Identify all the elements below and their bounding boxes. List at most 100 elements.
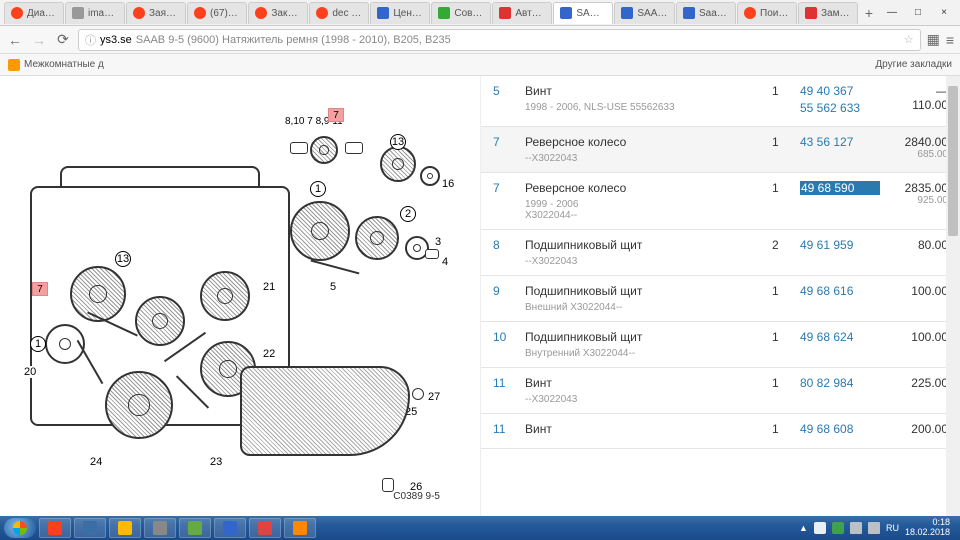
part-position[interactable]: 11 [493, 376, 517, 405]
network-icon[interactable] [850, 522, 862, 534]
url-input[interactable]: ⓘ ys3.se SAAB 9-5 (9600) Натяжитель ремн… [78, 29, 921, 51]
bolt [412, 388, 424, 400]
window-controls: — □ × [880, 4, 956, 22]
bookmark-item[interactable]: Межкомнатные д [8, 59, 104, 71]
taskbar-app-button[interactable] [39, 518, 71, 538]
extensions-icon[interactable]: ▦ [927, 31, 940, 48]
browser-tab[interactable]: Диалоги [4, 2, 64, 24]
tray-icon[interactable] [832, 522, 844, 534]
part-position[interactable]: 8 [493, 238, 517, 267]
parts-table[interactable]: 5Винт1998 - 2006, NLS-USE 55562633149 40… [480, 76, 960, 516]
callout-23: 23 [210, 456, 222, 468]
forward-button[interactable]: → [30, 31, 48, 49]
part-subtitle: Внутренний X3022044-- [525, 348, 764, 359]
tab-favicon [255, 7, 267, 19]
browser-tab[interactable]: SAAB 435612 [614, 2, 675, 24]
part-position[interactable]: 7 [493, 181, 517, 221]
part-name: Винт [525, 376, 764, 390]
browser-tab[interactable]: Saab 49 68 5 [676, 2, 736, 24]
browser-tab[interactable]: SAAB 9-5 ( [553, 2, 613, 24]
app-icon [118, 521, 132, 535]
volume-icon[interactable] [868, 522, 880, 534]
callout-21: 21 [263, 281, 275, 293]
part-row: 10 Подшипниковый щитВнутренний X3022044--… [481, 322, 960, 368]
bookmark-star-icon[interactable]: ☆ [904, 33, 914, 46]
taskbar-app-button[interactable] [214, 518, 246, 538]
diagram-marker[interactable]: 7 [328, 108, 344, 122]
callout-4: 4 [442, 256, 448, 268]
tab-favicon [11, 7, 23, 19]
part-price: 80.00 [888, 238, 948, 267]
tray-icon[interactable] [814, 522, 826, 534]
language-indicator[interactable]: RU [886, 523, 899, 533]
part-refs: 80 82 984 [800, 376, 880, 405]
browser-tab[interactable]: dec vlsu — Я [309, 2, 369, 24]
taskbar-app-button[interactable] [74, 518, 106, 538]
taskbar-app-button[interactable] [249, 518, 281, 538]
close-button[interactable]: × [932, 4, 956, 22]
app-icon [293, 521, 307, 535]
part-position[interactable]: 11 [493, 422, 517, 440]
part-subtitle: --X3022043 [525, 256, 764, 267]
browser-tab[interactable]: Заказ №648 [248, 2, 308, 24]
browser-tab[interactable]: Центр диста [370, 2, 430, 24]
tab-favicon [621, 7, 633, 19]
pulley [200, 271, 250, 321]
part-subtitle: --X3022043 [525, 153, 764, 164]
tab-label: Замена роли [821, 8, 851, 19]
tab-favicon [805, 7, 817, 19]
start-button[interactable] [4, 518, 36, 538]
tab-favicon [683, 7, 695, 19]
part-description: Подшипниковый щитВнутренний X3022044-- [525, 330, 764, 359]
part-ref-link[interactable]: 49 40 367 [800, 84, 880, 98]
tab-label: Заказ №648 [271, 8, 301, 19]
browser-tab[interactable]: (67) Входящи [187, 2, 247, 24]
idler-16 [420, 166, 440, 186]
part-position[interactable]: 5 [493, 84, 517, 118]
part-ref-link[interactable]: 43 56 127 [800, 135, 880, 149]
part-position[interactable]: 10 [493, 330, 517, 359]
bookmark-label: Межкомнатные д [24, 59, 104, 70]
tab-label: Поиск по са [760, 8, 790, 19]
part-ref-link[interactable]: 49 61 959 [800, 238, 880, 252]
scroll-thumb[interactable] [948, 86, 958, 236]
taskbar-app-button[interactable] [179, 518, 211, 538]
scrollbar[interactable] [946, 76, 960, 516]
diagram-marker[interactable]: 7 [32, 282, 48, 296]
browser-tab[interactable]: Заявка офор [126, 2, 186, 24]
part-description: Подшипниковый щит--X3022043 [525, 238, 764, 267]
callout-24: 24 [90, 456, 102, 468]
menu-icon[interactable]: ≡ [946, 32, 954, 48]
minimize-button[interactable]: — [880, 4, 904, 22]
tab-label: Заявка офор [149, 8, 179, 19]
browser-tab[interactable]: Поиск по са [737, 2, 797, 24]
tray-up-icon[interactable]: ▲ [799, 523, 808, 533]
part-ref-link[interactable]: 80 82 984 [800, 376, 880, 390]
part-price: 100.00 [888, 284, 948, 313]
maximize-button[interactable]: □ [906, 4, 930, 22]
part-position[interactable]: 9 [493, 284, 517, 313]
taskbar-app-button[interactable] [109, 518, 141, 538]
part-ref-link[interactable]: 49 68 616 [800, 284, 880, 298]
browser-tab[interactable]: Автозапчаст [492, 2, 552, 24]
taskbar-app-button[interactable] [284, 518, 316, 538]
part-ref-link[interactable]: 49 68 608 [800, 422, 880, 436]
part-ref-link[interactable]: 55 562 633 [800, 101, 880, 115]
part-row: 11Винт--X3022043180 82 984225.00 [481, 368, 960, 414]
part-position[interactable]: 7 [493, 135, 517, 164]
part-subtitle: 1999 - 2006 [525, 199, 764, 210]
part-refs: 49 68 608 [800, 422, 880, 440]
taskbar-app-button[interactable] [144, 518, 176, 538]
clock-date[interactable]: 18.02.2018 [905, 528, 950, 538]
browser-tab[interactable]: image002.jpg [65, 2, 125, 24]
browser-tab[interactable]: Замена роли [798, 2, 858, 24]
part-ref-link[interactable]: 49 68 590 [800, 181, 880, 195]
back-button[interactable]: ← [6, 31, 24, 49]
new-tab-button[interactable]: + [859, 3, 879, 23]
browser-tab[interactable]: Совместная [431, 2, 491, 24]
app-icon [83, 521, 97, 535]
bolt [425, 249, 439, 259]
reload-button[interactable]: ⟳ [54, 31, 72, 49]
part-ref-link[interactable]: 49 68 624 [800, 330, 880, 344]
other-bookmarks[interactable]: Другие закладки [875, 59, 952, 70]
